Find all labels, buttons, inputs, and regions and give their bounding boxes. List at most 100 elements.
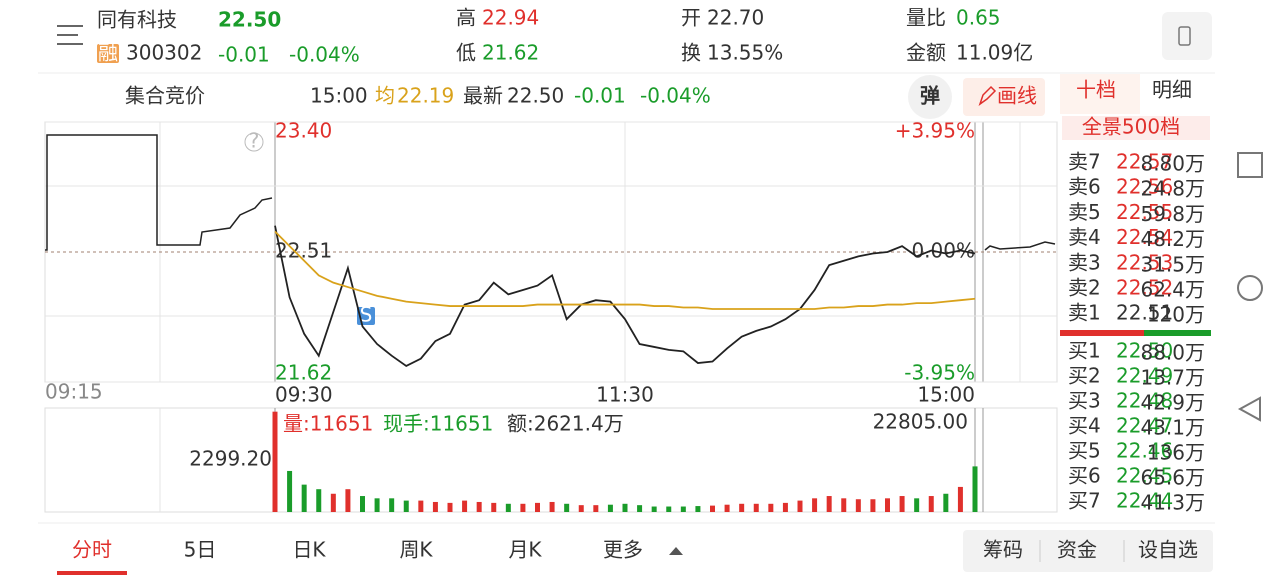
volume-bar [535,502,540,512]
book-label: 买7 [1068,489,1101,513]
bottom-tab[interactable]: 月K [508,538,542,562]
book-price: 22.49 [1116,364,1173,388]
book-volume: 65.6万 [1140,466,1205,490]
volume-bar [520,503,526,512]
bottom-button[interactable]: 资金 [1057,538,1097,562]
auction-label: 集合竞价 [125,84,205,108]
auction-line [45,134,273,251]
latest-label: 最新 [463,84,503,108]
help-icon[interactable] [244,132,264,152]
book-price: 22.46 [1116,439,1173,463]
x-tick-label: 09:30 [275,383,333,407]
depth-button[interactable]: 全景500档 [1082,115,1180,139]
volume-bar [272,411,278,512]
book-split-green [1144,330,1211,336]
book-volume: 59.8万 [1140,202,1205,226]
book-volume: 31.5万 [1140,252,1205,276]
avg-label: 均 [375,84,395,108]
y2-tick-label: -3.95% [904,361,975,385]
volume-label: 量:11651 [283,412,373,436]
volume-bar [710,505,715,512]
volume-bar [476,501,482,512]
volume-bar [462,500,468,512]
popup-button-bg[interactable] [908,75,952,119]
book-label: 卖6 [1068,175,1101,199]
book-price: 22.45 [1116,464,1173,488]
volume-bar [855,499,861,512]
book-label: 卖1 [1068,301,1101,325]
change-pct: -0.04% [289,43,360,67]
y2-tick-label: +3.95% [895,119,975,143]
after-hours-line [984,241,1056,251]
info-time: 15:00 [310,84,368,108]
x-tick-label: 15:00 [917,383,975,407]
bottom-tab[interactable]: 日K [292,538,326,562]
volume-bar [564,503,570,512]
book-label: 卖3 [1068,250,1101,274]
volume-bar [739,503,745,512]
volume-bar [505,503,511,512]
info-change: -0.01 [574,84,626,108]
book-volume: 8.80万 [1140,152,1205,176]
device-button[interactable] [1162,12,1212,60]
avg: 22.19 [397,84,454,108]
book-price: 22.47 [1116,414,1173,438]
draw-button[interactable]: 画线 [997,84,1037,108]
x-tick-label: 11:30 [596,383,654,407]
bottom-tab[interactable]: 5日 [184,538,217,562]
book-tab[interactable]: 十档 [1076,78,1116,102]
book-tab[interactable]: 明细 [1152,78,1192,102]
badge-bg [97,44,119,63]
menu-icon[interactable] [57,25,83,45]
nav-back[interactable] [1237,396,1261,422]
book-price: 22.54 [1116,225,1173,249]
volume-bar [360,496,365,512]
bottom-tab[interactable]: 周K [399,538,433,562]
volume-bar [724,504,730,512]
volume-bar [447,502,453,512]
nav-recent[interactable] [1237,152,1263,178]
turnover-amount-label: 额:2621.4万 [507,412,624,436]
volume-bar [389,498,395,512]
bottom-tab[interactable]: 更多 [603,538,643,562]
book-label: 买5 [1068,439,1101,463]
book-label: 买2 [1068,364,1101,388]
draw-button-bg[interactable] [963,78,1045,116]
volume-bar [914,498,920,512]
book-volume: 43.1万 [1140,416,1205,440]
high-label: 高 [456,6,476,30]
volume-bar [943,493,949,512]
volume-bar [651,506,657,512]
change: -0.01 [218,43,270,67]
popup-button[interactable]: 弹 [920,84,940,108]
volume-bar [885,498,890,512]
volume-bar [782,502,788,512]
volume-bar [841,498,847,512]
volume-bar [957,486,963,512]
volume-bar [768,503,774,512]
bottom-button[interactable]: 筹码 [983,538,1023,562]
turnover: 13.55% [707,41,783,65]
volume-bar [418,500,424,512]
bottom-tab[interactable]: 分时 [72,538,112,562]
help-mark: ? [249,129,260,153]
low: 21.62 [482,41,539,65]
book-volume: 48.2万 [1140,227,1205,251]
button-dividers [1039,540,1125,562]
volume-bar [812,498,818,512]
auction-time: 09:15 [45,380,103,404]
book-price: 22.44 [1116,489,1173,513]
y-tick-label: 21.62 [275,361,332,385]
book-price: 22.53 [1116,250,1173,274]
nav-home[interactable] [1237,275,1263,301]
depth-bg [1062,116,1210,140]
auction-volume-label: 2299.20 [189,447,272,471]
volume-bar [403,500,409,512]
book-volume: 136万 [1147,441,1205,465]
volume-bar [374,498,380,512]
bottom-button[interactable]: 设自选 [1138,538,1198,562]
volume-bar [680,506,686,512]
volume-bar [622,503,628,512]
book-price: 22.57 [1116,150,1173,174]
